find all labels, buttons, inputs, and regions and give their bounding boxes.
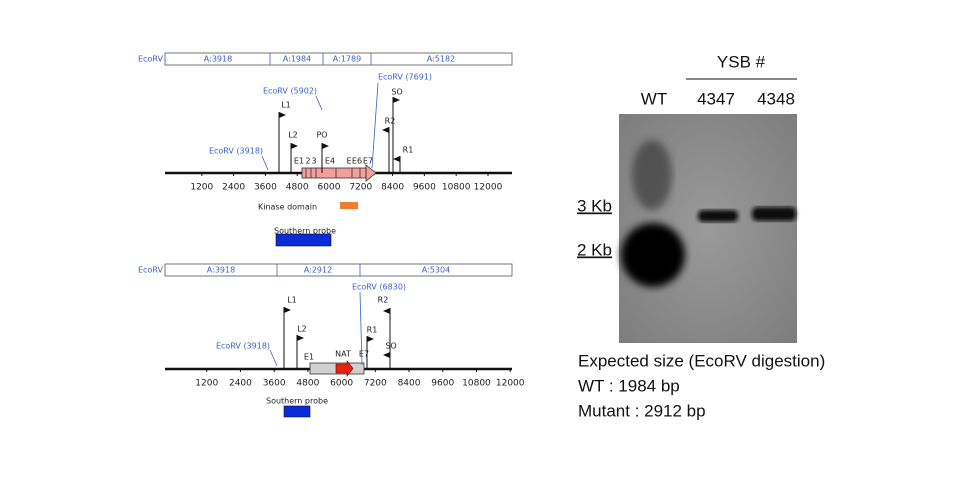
caption: Expected size (EcoRV digestion) (578, 351, 825, 370)
southern-probe (283, 405, 311, 418)
site-pointer (359, 291, 363, 366)
primer-flag (383, 308, 390, 314)
primer-label: SO (391, 88, 402, 97)
probe-label: Southern probe (274, 227, 336, 236)
axis-label: 8400 (381, 183, 404, 193)
primer-label: R1 (403, 146, 414, 155)
exon-label: E (346, 157, 351, 166)
exon-label: E1 (294, 157, 304, 166)
fragment-label: A:1984 (283, 55, 311, 64)
primer-flag (367, 336, 374, 342)
exon-label: 3 (311, 157, 316, 166)
axis-label: 10800 (462, 379, 491, 389)
primer-label: L2 (288, 131, 298, 140)
enzyme-label: EcoRV (138, 55, 163, 64)
band (621, 223, 685, 287)
axis-label: 7200 (364, 379, 387, 389)
lane-label: 4348 (757, 89, 795, 108)
site-label: EcoRV (3918) (216, 342, 270, 351)
primer-label: R1 (367, 326, 378, 335)
probe-label: Southern probe (266, 397, 328, 406)
axis-label: 9600 (413, 183, 436, 193)
gel-header: YSB # (717, 52, 766, 71)
site-pointer (269, 349, 278, 367)
band (752, 207, 796, 221)
primer-flag (382, 127, 389, 133)
primer-flag (393, 156, 400, 162)
primer-label: L2 (297, 325, 307, 334)
domain-label: Kinase domain (258, 203, 317, 212)
fragment-label: A:3918 (207, 266, 235, 275)
caption: WT : 1984 bp (578, 376, 680, 395)
exon-label: E7 (363, 157, 373, 166)
kinase-domain (340, 202, 358, 209)
lane-label: 4347 (697, 89, 735, 108)
primer-label: R2 (385, 117, 396, 126)
exon-label: E4 (325, 157, 335, 166)
axis-label: 4800 (296, 379, 319, 389)
site-pointer (315, 95, 323, 111)
smear (632, 140, 672, 210)
axis-label: 4800 (286, 183, 309, 193)
feature-label: NAT (335, 350, 351, 359)
exon-label: E6 (352, 157, 362, 166)
axis-label: 1200 (195, 379, 218, 389)
site-label: EcoRV (6830) (352, 283, 406, 292)
site-label: EcoRV (7691) (378, 73, 432, 82)
primer-flag (297, 335, 304, 341)
primer-label: SO (385, 342, 396, 351)
gene (301, 167, 369, 179)
primer-flag (393, 97, 400, 103)
primer-flag (322, 143, 329, 149)
axis-label: 7200 (349, 183, 372, 193)
band (698, 210, 738, 222)
site-pointer (261, 155, 269, 171)
axis-label: 3600 (263, 379, 286, 389)
lane-label: WT (641, 89, 667, 108)
enzyme-label: EcoRV (138, 266, 163, 275)
exon-label: 2 (305, 157, 310, 166)
axis-label: 8400 (398, 379, 421, 389)
marker-label: 2 Kb (577, 240, 612, 259)
axis-label: 12000 (496, 379, 525, 389)
primer-label: PO (316, 131, 327, 140)
marker-label: 3 Kb (577, 196, 612, 215)
fragment-label: A:2912 (304, 266, 332, 275)
nat-marker (335, 360, 354, 377)
fragment-box (164, 52, 513, 66)
fragment-label: A:5182 (427, 55, 455, 64)
feature-label: E7 (359, 350, 369, 359)
fragment-label: A:5304 (422, 266, 450, 275)
axis-label: 3600 (254, 183, 277, 193)
feature-label: E1 (304, 353, 314, 362)
primer-flag (284, 307, 291, 313)
fragment-label: A:3918 (204, 55, 232, 64)
primer-label: L1 (281, 101, 291, 110)
fragment-label: A:1789 (333, 55, 361, 64)
primer-flag (291, 143, 298, 149)
axis-label: 9600 (431, 379, 454, 389)
fragment-box (164, 263, 513, 277)
axis-label: 6000 (330, 379, 353, 389)
caption: Mutant : 2912 bp (578, 401, 706, 420)
primer-flag (279, 112, 286, 118)
primer-label: L1 (287, 296, 297, 305)
primer-label: R2 (378, 296, 389, 305)
southern-probe (275, 233, 332, 247)
site-label: EcoRV (3918) (209, 147, 263, 156)
axis-label: 6000 (318, 183, 341, 193)
primer-flag (383, 352, 390, 358)
gene-arrow (365, 164, 377, 182)
site-pointer (371, 82, 379, 169)
axis-label: 10800 (442, 183, 471, 193)
axis-label: 1200 (190, 183, 213, 193)
site-label: EcoRV (5902) (263, 87, 317, 96)
axis-label: 2400 (229, 379, 252, 389)
axis-label: 12000 (474, 183, 503, 193)
axis-label: 2400 (222, 183, 245, 193)
